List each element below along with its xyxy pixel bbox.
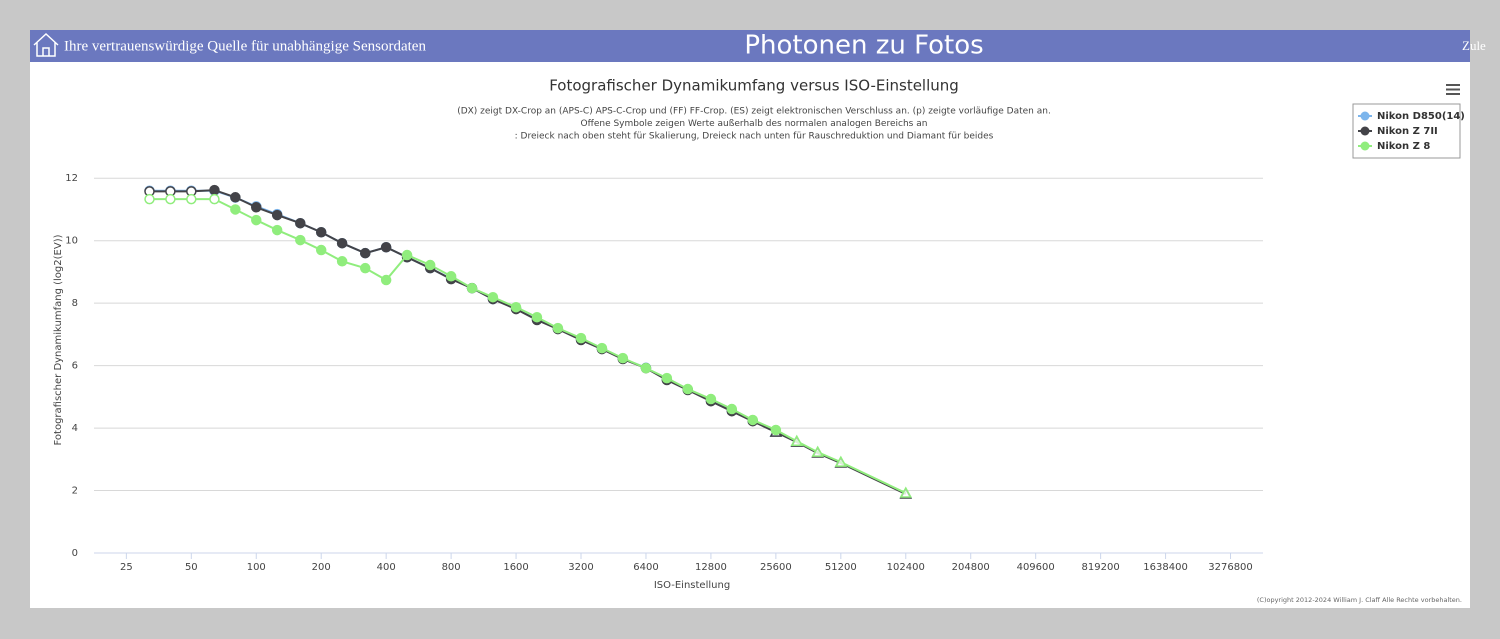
data-point xyxy=(682,383,694,395)
data-point xyxy=(510,301,522,313)
y-tick-label: 6 xyxy=(72,361,78,372)
data-point xyxy=(705,393,717,405)
data-point xyxy=(640,362,652,374)
legend-marker xyxy=(1360,111,1370,121)
x-tick-label: 51200 xyxy=(825,562,857,573)
data-point xyxy=(575,332,587,344)
data-point xyxy=(487,291,499,303)
data-point xyxy=(770,424,782,436)
y-axis-title: Fotografischer Dynamikumfang (log2(EV)) xyxy=(53,234,64,445)
home-icon[interactable] xyxy=(33,32,59,57)
legend-label[interactable]: Nikon D850(14) xyxy=(1377,111,1465,122)
x-axis-title: ISO-Einstellung xyxy=(654,580,730,591)
y-tick-label: 2 xyxy=(72,486,78,497)
x-tick-label: 25600 xyxy=(760,562,792,573)
series-line xyxy=(149,198,907,494)
data-point xyxy=(315,227,327,238)
data-point xyxy=(271,224,283,236)
chart-subtitle: : Dreieck nach oben steht für Skalierung… xyxy=(515,132,994,142)
data-point xyxy=(186,193,197,205)
data-point xyxy=(251,214,262,226)
x-tick-label: 409600 xyxy=(1017,562,1055,573)
x-tick-label: 3276800 xyxy=(1208,562,1253,573)
y-tick-label: 8 xyxy=(72,298,78,309)
menu-link[interactable]: Zule xyxy=(1462,38,1486,53)
data-point xyxy=(251,202,262,213)
data-point xyxy=(552,322,564,334)
y-tick-label: 0 xyxy=(72,548,78,559)
data-point xyxy=(209,193,220,205)
legend-label[interactable]: Nikon Z 8 xyxy=(1377,141,1430,152)
x-tick-label: 102400 xyxy=(887,562,925,573)
data-point xyxy=(336,256,348,267)
data-point xyxy=(230,192,241,203)
data-point xyxy=(295,234,306,246)
data-point xyxy=(144,193,155,205)
x-tick-label: 3200 xyxy=(568,562,593,573)
x-tick-label: 25 xyxy=(120,562,133,573)
series xyxy=(144,193,913,498)
legend-label[interactable]: Nikon Z 7II xyxy=(1377,126,1438,137)
x-tick-label: 400 xyxy=(377,562,396,573)
data-point xyxy=(165,193,176,205)
data-point xyxy=(834,455,848,467)
tagline[interactable]: Ihre vertrauenswürdige Quelle für unabhä… xyxy=(64,38,426,54)
data-point xyxy=(209,184,220,196)
x-tick-label: 204800 xyxy=(952,562,990,573)
x-tick-label: 800 xyxy=(442,562,461,573)
data-point xyxy=(790,434,804,446)
data-point xyxy=(617,352,629,364)
header-bar xyxy=(30,30,1470,62)
export-menu[interactable] xyxy=(1446,84,1460,95)
data-point xyxy=(360,262,371,274)
data-point xyxy=(445,271,457,282)
data-point xyxy=(424,259,436,271)
data-point xyxy=(596,342,608,354)
x-tick-label: 819200 xyxy=(1082,562,1120,573)
x-tick-label: 12800 xyxy=(695,562,727,573)
data-point xyxy=(747,414,758,426)
data-point xyxy=(380,274,392,286)
panel xyxy=(30,30,1470,608)
data-point xyxy=(401,249,413,261)
data-point xyxy=(380,242,392,253)
x-tick-label: 6400 xyxy=(633,562,658,573)
data-point xyxy=(230,204,241,215)
data-point xyxy=(271,209,283,221)
data-point xyxy=(295,217,306,229)
data-point xyxy=(726,403,738,415)
legend-marker xyxy=(1360,126,1370,136)
data-point xyxy=(315,244,327,256)
x-tick-label: 1600 xyxy=(503,562,528,573)
copyright: (C)opyright 2012-2024 William J. Claff A… xyxy=(1257,596,1462,604)
x-tick-label: 200 xyxy=(312,562,331,573)
chart-subtitle: (DX) zeigt DX-Crop an (APS-C) APS-C-Crop… xyxy=(457,107,1051,117)
site-title[interactable]: Photonen zu Fotos xyxy=(744,31,983,61)
chart-title: Fotografischer Dynamikumfang versus ISO-… xyxy=(549,77,959,95)
data-point xyxy=(899,486,913,498)
data-point xyxy=(466,282,478,294)
data-point xyxy=(531,311,543,323)
series-line xyxy=(149,189,907,495)
chart-subtitle: Offene Symbole zeigen Werte außerhalb de… xyxy=(581,119,928,129)
data-point xyxy=(360,247,371,259)
y-tick-label: 10 xyxy=(65,236,78,247)
data-point xyxy=(661,372,673,384)
x-tick-label: 50 xyxy=(185,562,198,573)
y-tick-label: 4 xyxy=(72,423,78,434)
y-tick-label: 12 xyxy=(65,173,78,184)
x-tick-label: 1638400 xyxy=(1143,562,1188,573)
data-point xyxy=(336,237,348,249)
data-point xyxy=(811,445,824,457)
x-tick-label: 100 xyxy=(247,562,266,573)
legend-marker xyxy=(1360,141,1370,151)
